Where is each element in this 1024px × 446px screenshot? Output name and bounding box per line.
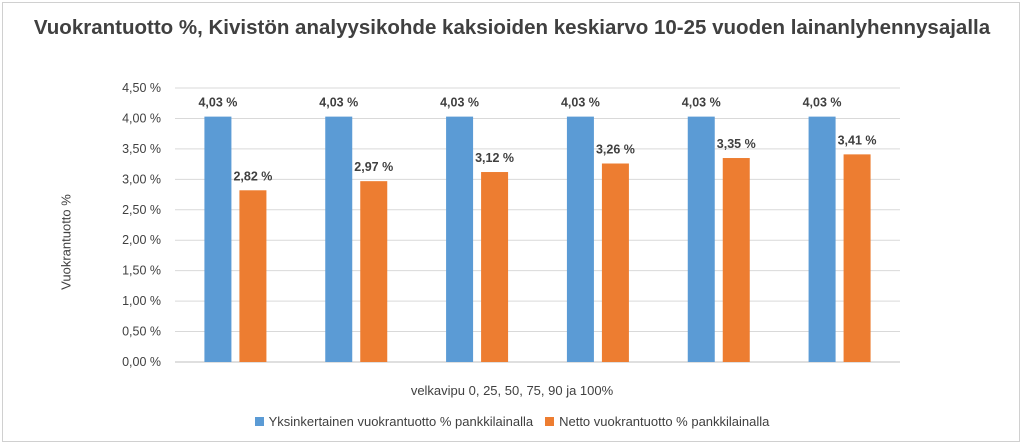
bar-series-2 [239,190,267,362]
bar-series-1 [566,116,594,363]
chart-title: Vuokrantuotto %, Kivistön analyysikohde … [33,16,991,39]
data-label: 2,97 % [354,160,393,174]
bar-series-1 [325,116,353,363]
y-tick-label: 3,50 % [122,142,161,156]
legend-swatch-blue [254,417,264,426]
bar-series-2 [360,181,388,362]
y-tick-label: 4,50 % [122,81,161,95]
bar-series-1 [808,116,836,363]
bar-series-1 [204,116,232,363]
legend-item-series-2: Netto vuokrantuotto % pankkilainalla [545,414,769,429]
data-label: 4,03 % [198,96,237,110]
bar-series-1 [687,116,715,363]
bar-series-2 [601,163,629,362]
y-tick-label: 2,50 % [122,203,161,217]
y-tick-label: 1,50 % [122,264,161,278]
data-label: 2,82 % [233,169,272,183]
legend: Yksinkertainen vuokrantuotto % pankkilai… [0,414,1024,429]
data-label: 4,03 % [319,96,358,110]
data-label: 4,03 % [561,96,600,110]
y-tick-label: 0,50 % [122,325,161,339]
data-label: 4,03 % [682,96,721,110]
y-tick-label: 0,00 % [122,355,161,369]
legend-label-series-2: Netto vuokrantuotto % pankkilainalla [559,414,770,429]
data-label: 3,41 % [838,133,877,147]
bar-series-2 [481,172,509,362]
data-label: 3,35 % [717,137,756,151]
legend-item-series-1: Yksinkertainen vuokrantuotto % pankkilai… [254,414,534,429]
legend-label-series-1: Yksinkertainen vuokrantuotto % pankkilai… [268,414,534,429]
data-label: 4,03 % [440,96,479,110]
data-label: 3,12 % [475,151,514,165]
x-axis-label: velkavipu 0, 25, 50, 75, 90 ja 100% [410,383,614,398]
bar-series-2 [843,154,871,362]
bar-series-1 [446,116,474,363]
data-label: 4,03 % [803,96,842,110]
y-axis-label: Vuokrantuotto % [58,194,74,290]
y-tick-label: 3,00 % [122,172,161,186]
y-tick-label: 2,00 % [122,233,161,247]
bar-series-2 [722,158,750,362]
legend-swatch-orange [545,417,555,426]
y-tick-label: 4,00 % [122,111,161,125]
data-label: 3,26 % [596,143,635,157]
y-tick-label: 1,00 % [122,294,161,308]
